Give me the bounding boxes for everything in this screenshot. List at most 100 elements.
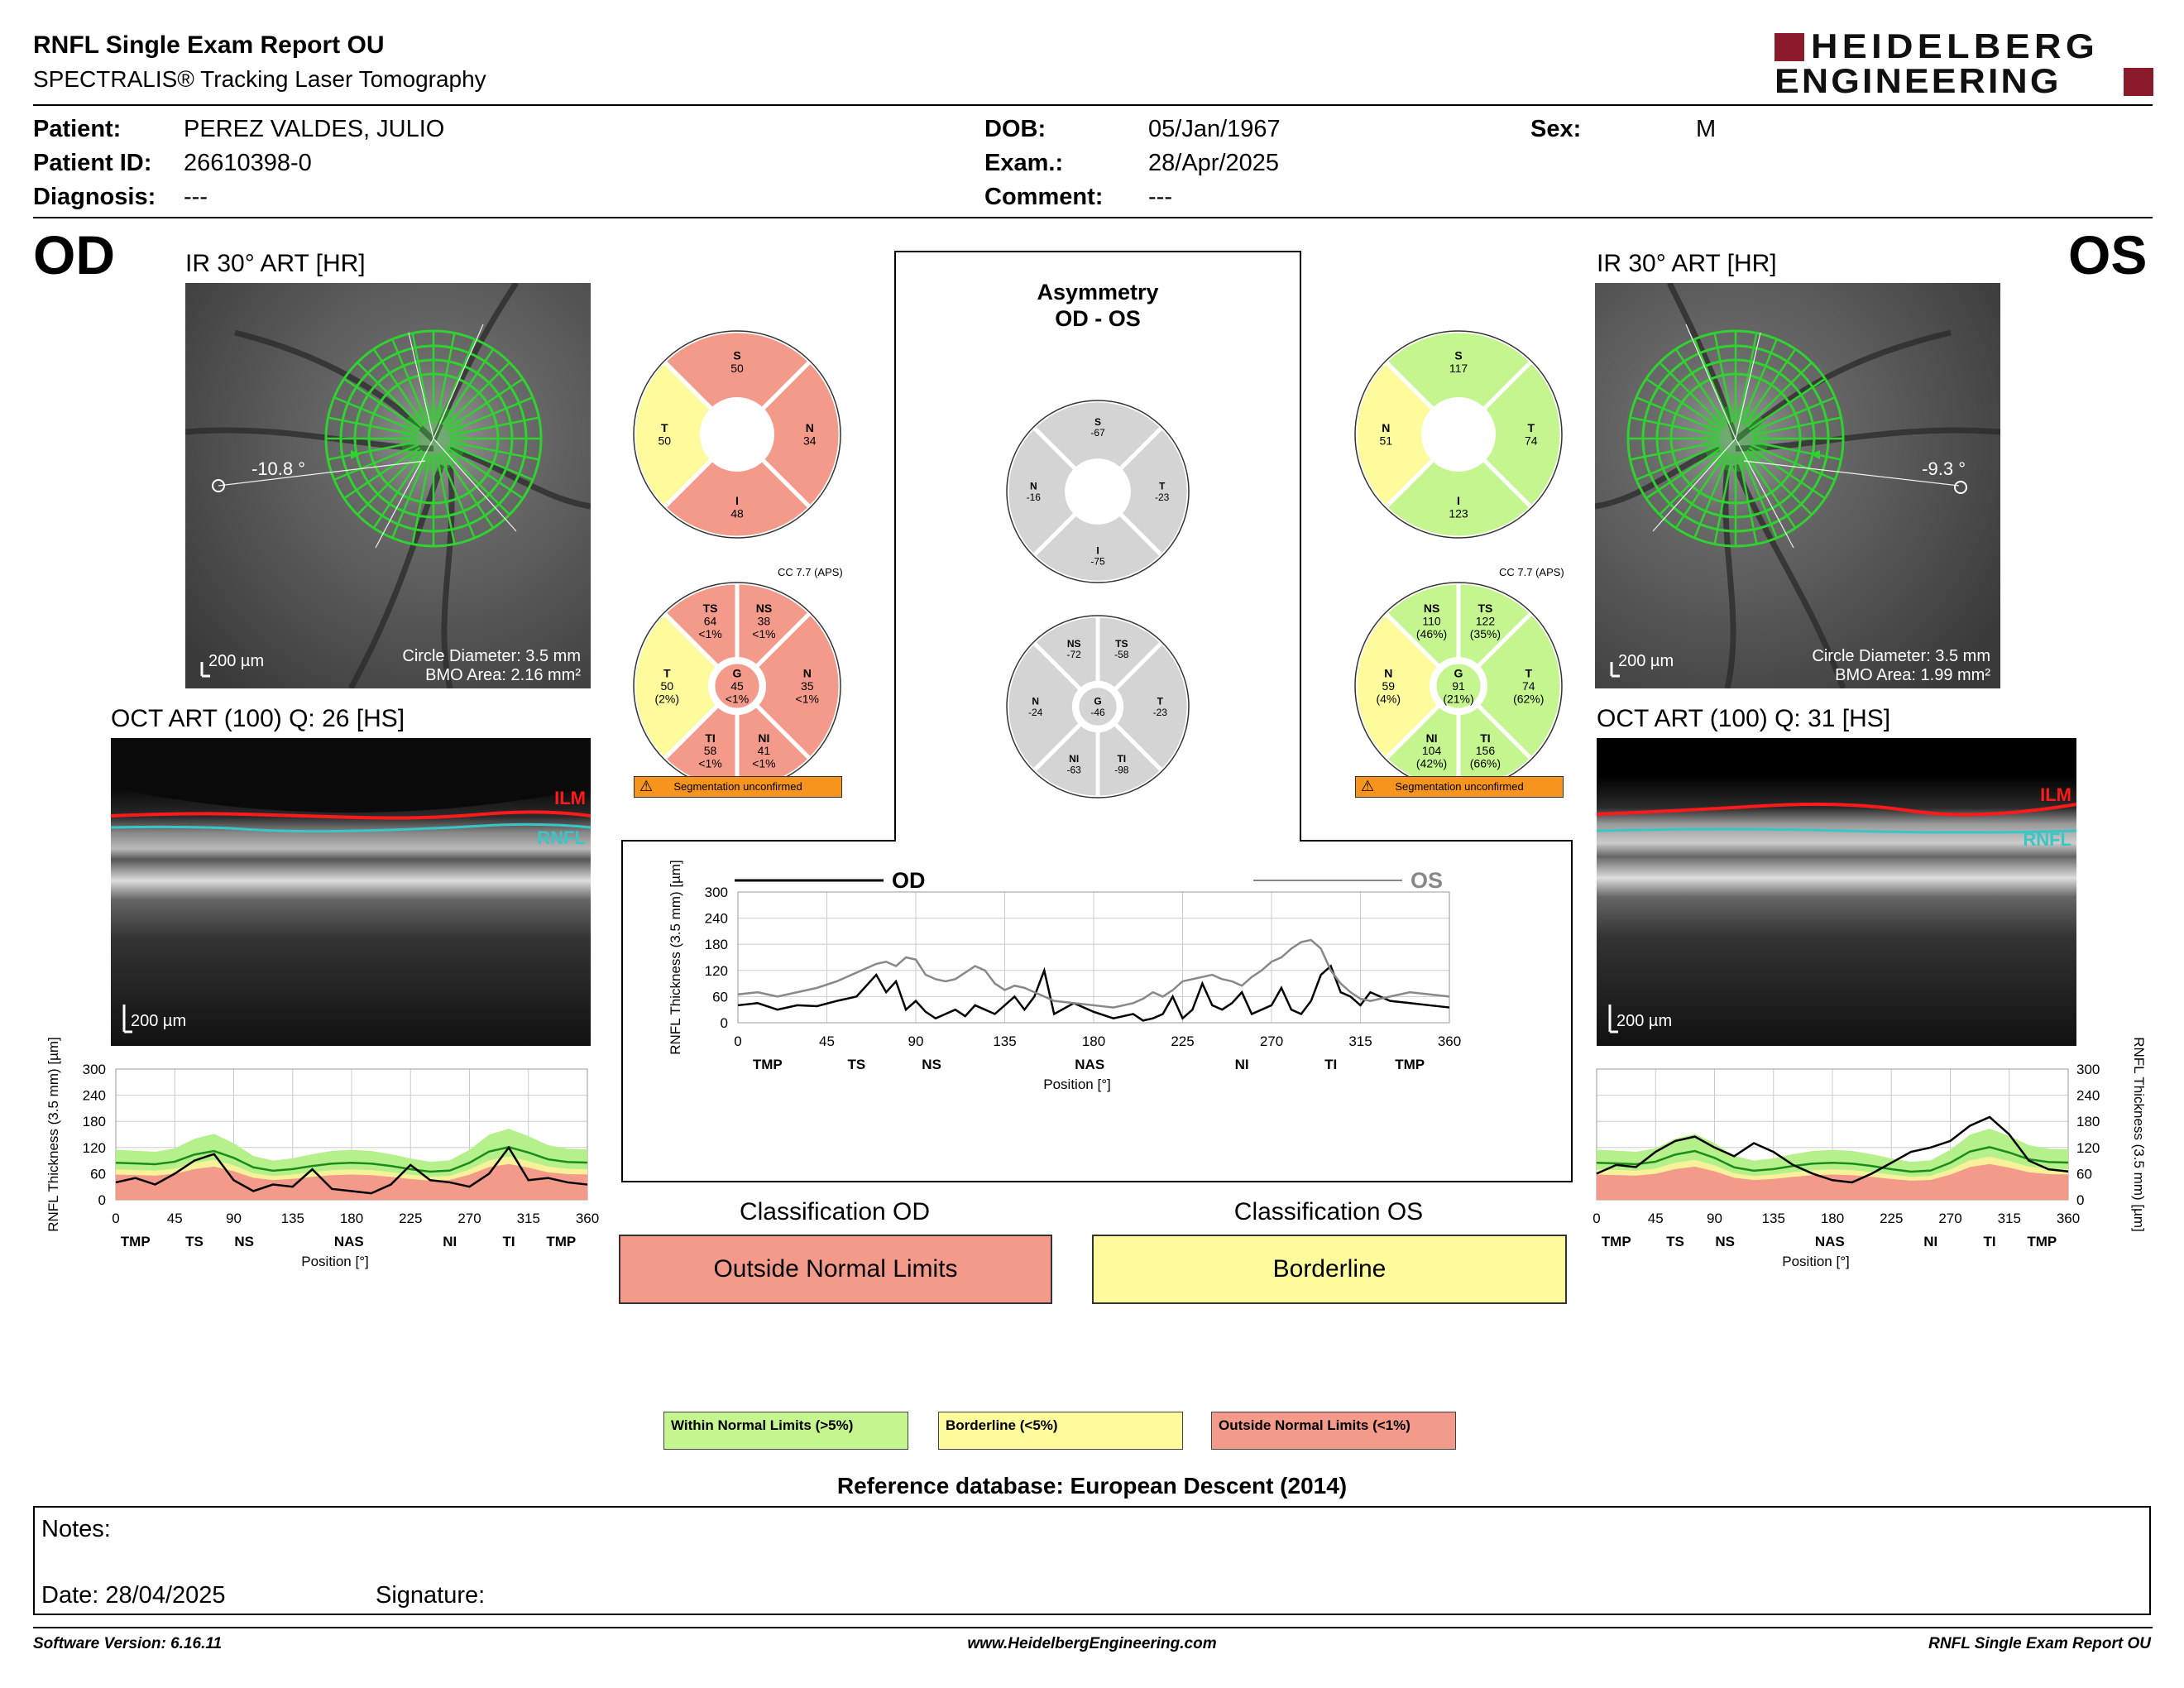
chart-comp-ytick-1: 60 xyxy=(712,989,728,1005)
chart-comp-ytick-2: 120 xyxy=(705,963,728,979)
as-quad-g-label-I-line0: I xyxy=(1096,544,1099,556)
od-sec-g-label-NS-line2: <1% xyxy=(752,627,775,640)
os-sec-g-label-NS-line2: (46%) xyxy=(1416,627,1447,640)
chart-comp-xtick-5: 225 xyxy=(1171,1033,1194,1049)
os-quad-g-label-S-line0: S xyxy=(1454,348,1462,362)
od-sec-g-label-T-line0: T xyxy=(663,667,671,680)
sex: M xyxy=(1696,116,1717,142)
chart-os-ytick-5: 300 xyxy=(2076,1062,2100,1077)
comparison-thickness-chart: 0 60 120 180 240 300 0 45 90 135 180 225 270 315 360 TM… xyxy=(668,860,1461,1092)
chart-od-ytick-3: 180 xyxy=(83,1114,106,1129)
chart-os-sector-label-5: TI xyxy=(1983,1234,1995,1249)
od-sec-g-label-G-line0: G xyxy=(733,667,742,680)
od-fundus-scale: 200 µm xyxy=(208,652,264,670)
od-fundus-title: IR 30° ART [HR] xyxy=(185,250,366,277)
chart-os-xtick-0: 0 xyxy=(1592,1211,1600,1226)
dob-label: DOB: xyxy=(984,116,1046,142)
chart-os-normative-line xyxy=(1596,1146,2069,1173)
od-bmo-area: BMO Area: 2.16 mm² xyxy=(425,666,581,684)
exam-label: Exam.: xyxy=(984,150,1064,176)
legend-onl: Outside Normal Limits (<1%) xyxy=(1211,1412,1456,1450)
patient-divider xyxy=(33,217,2153,218)
patient-name-label: Patient: xyxy=(33,116,122,142)
od-seg-text: Segmentation unconfirmed xyxy=(673,780,802,793)
od-sec-g-label-TS-line2: <1% xyxy=(698,627,721,640)
od-sec-g-label-N-line0: N xyxy=(803,667,812,680)
os-classification-box: Borderline xyxy=(1092,1235,1567,1304)
os-sec-g-label-G-line2: (21%) xyxy=(1443,692,1473,705)
od-classification-value: Outside Normal Limits xyxy=(713,1255,958,1283)
legend-borderline: Borderline (<5%) xyxy=(938,1412,1183,1450)
od-oct-image: ILM RNFL 200 µm xyxy=(111,738,591,1046)
logo-text-bottom: ENGINEERING xyxy=(1774,61,2062,100)
od-quad-g-label-N-line0: N xyxy=(806,421,814,434)
chart-comp-xtick-3: 135 xyxy=(993,1033,1016,1049)
footer-divider xyxy=(33,1627,2153,1628)
as-sec-g-label-N-line1: -24 xyxy=(1028,707,1043,718)
od-rnfl-label: RNFL xyxy=(537,827,586,848)
patient-id: 26610398-0 xyxy=(184,150,312,176)
chart-os-ytick-0: 0 xyxy=(2076,1192,2084,1208)
chart-comp-xtick-6: 270 xyxy=(1260,1033,1283,1049)
os-sec-g-label-TS-line2: (35%) xyxy=(1470,627,1501,640)
chart-comp-sector-label-5: TI xyxy=(1324,1057,1337,1072)
legend-bl-text: Borderline (<5%) xyxy=(946,1417,1058,1433)
os-segmentation-warning: ⚠ Segmentation unconfirmed xyxy=(1355,776,1564,798)
chart-od-xtick-6: 270 xyxy=(457,1211,481,1226)
as-sec-g-label-T-line0: T xyxy=(1157,696,1164,707)
chart-os-sector-label-1: TS xyxy=(1666,1234,1684,1249)
chart-od-ylabel: RNFL Thickness (3.5 mm) [µm] xyxy=(46,1037,61,1232)
chart-comp-series-OS xyxy=(737,938,1450,1009)
od-oct-title: OCT ART (100) Q: 26 [HS] xyxy=(111,705,405,732)
os-quad-g-label-N-line1: 51 xyxy=(1379,434,1392,448)
od-segmentation-warning: ⚠ Segmentation unconfirmed xyxy=(634,776,842,798)
od-sec-g-label-TI-line1: 58 xyxy=(704,744,717,757)
os-quad-g-label-I-line0: I xyxy=(1457,494,1460,507)
os-sec-g-label-N-line0: N xyxy=(1384,667,1392,680)
chart-od-xtick-8: 360 xyxy=(576,1211,599,1226)
chart-od-ytick-5: 300 xyxy=(83,1062,106,1077)
diagnosis-label: Diagnosis: xyxy=(33,184,156,210)
chart-os-ytick-4: 240 xyxy=(2076,1088,2100,1104)
os-angle: -9.3 ° xyxy=(1922,458,1966,479)
chart-od-sector-label-6: TMP xyxy=(546,1234,576,1249)
chart-os-xtick-4: 180 xyxy=(1821,1211,1844,1226)
od-fundus-graphic: -10.8 ° 200 µm Circle Diameter: 3.5 mm B… xyxy=(185,283,591,688)
chart-od-xtick-5: 225 xyxy=(399,1211,422,1226)
as-sec-g-label-G-line1: -46 xyxy=(1090,707,1105,718)
chart-os-xtick-2: 90 xyxy=(1707,1211,1722,1226)
chart-od-xtick-0: 0 xyxy=(112,1211,119,1226)
as-sec-g-global xyxy=(1075,684,1120,729)
as-quad-g-label-S-line0: S xyxy=(1094,416,1101,428)
os-sec-g-label-T-line0: T xyxy=(1525,667,1532,680)
header-divider xyxy=(33,104,2153,106)
chart-os-xtick-3: 135 xyxy=(1762,1211,1785,1226)
os-sec-g-label-G-line0: G xyxy=(1454,667,1463,680)
dob: 05/Jan/1967 xyxy=(1148,116,1281,142)
asym-quadrant-diagram: S-67 T-23 I-75 N-16 xyxy=(1005,399,1190,584)
warning-icon: ⚠ xyxy=(639,778,654,794)
os-sec-g-label-T-line1: 74 xyxy=(1522,679,1535,693)
os-fundus-scale: 200 µm xyxy=(1618,652,1674,670)
od-sec-g-label-TS-line1: 64 xyxy=(704,615,717,628)
od-classification-box: Outside Normal Limits xyxy=(619,1235,1052,1304)
as-sec-g-label-TI-line1: -98 xyxy=(1114,764,1129,775)
as-quad-g-label-S-line1: -67 xyxy=(1090,427,1105,439)
chart-os-ytick-3: 180 xyxy=(2076,1114,2100,1129)
chart-comp-ytick-4: 240 xyxy=(705,911,728,927)
software-version: Software Version: 6.16.11 xyxy=(33,1635,223,1652)
od-sec-g-label-N-line1: 35 xyxy=(801,679,814,693)
os-sec-g-label-NS-line1: 110 xyxy=(1422,615,1441,628)
od-oct-graphic: ILM RNFL 200 µm xyxy=(111,738,591,1046)
chart-od-sector-label-4: NI xyxy=(443,1234,457,1249)
chart-od-xtick-3: 135 xyxy=(281,1211,304,1226)
od-sec-g-label-TS-line0: TS xyxy=(703,602,718,615)
chart-os-ytick-1: 60 xyxy=(2076,1166,2092,1182)
os-quad-g-label-T-line0: T xyxy=(1527,421,1535,434)
website-link[interactable]: www.HeidelbergEngineering.com xyxy=(967,1635,1217,1652)
legend-wnl: Within Normal Limits (>5%) xyxy=(663,1412,908,1450)
as-sec-g-label-N-line0: N xyxy=(1032,696,1039,707)
